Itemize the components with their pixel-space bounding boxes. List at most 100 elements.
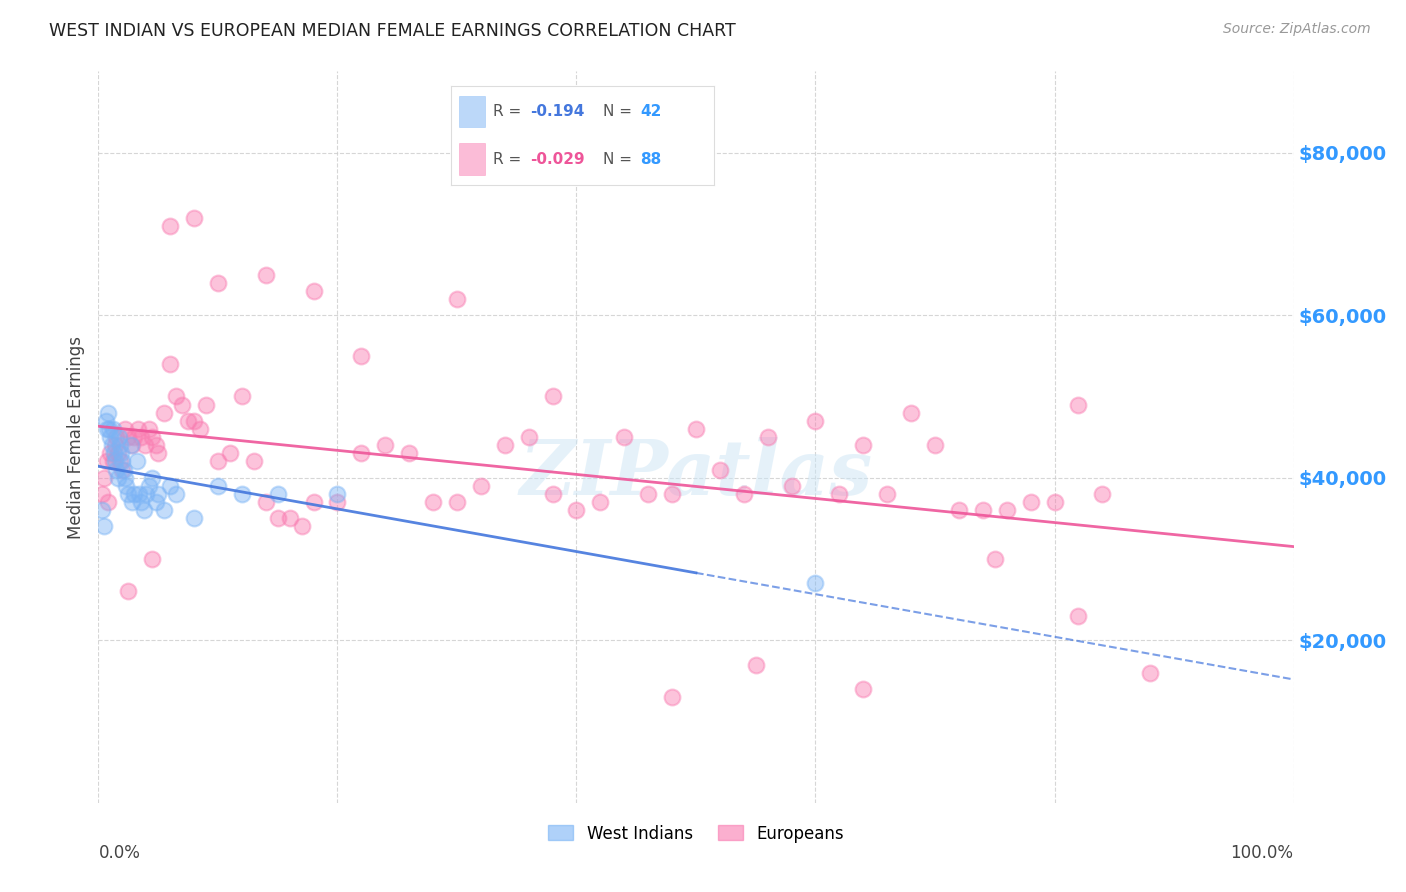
Point xyxy=(91,487,114,501)
Point xyxy=(148,487,170,501)
Text: ZIPatlas: ZIPatlas xyxy=(519,437,873,510)
Point xyxy=(267,487,290,501)
Point xyxy=(131,495,153,509)
Point xyxy=(326,487,349,501)
Point xyxy=(141,471,163,485)
Point xyxy=(172,398,194,412)
Point xyxy=(120,438,142,452)
Point xyxy=(326,495,349,509)
Point xyxy=(101,454,124,468)
Point xyxy=(188,422,211,436)
Point xyxy=(101,422,124,436)
Point xyxy=(111,462,134,476)
Point xyxy=(254,268,277,282)
Point xyxy=(117,487,139,501)
Point xyxy=(733,487,755,501)
Point xyxy=(661,487,683,501)
Point xyxy=(114,422,136,436)
Point xyxy=(804,414,827,428)
Text: Source: ZipAtlas.com: Source: ZipAtlas.com xyxy=(1223,22,1371,37)
Point xyxy=(107,430,129,444)
Point xyxy=(183,211,205,225)
Point xyxy=(900,406,922,420)
Point xyxy=(350,349,373,363)
Point xyxy=(804,576,827,591)
Point xyxy=(1067,608,1090,623)
Y-axis label: Median Female Earnings: Median Female Earnings xyxy=(66,335,84,539)
Point xyxy=(267,511,290,525)
Point xyxy=(135,487,157,501)
Point xyxy=(852,681,875,696)
Point xyxy=(107,471,129,485)
Point xyxy=(153,503,176,517)
Point xyxy=(207,276,229,290)
Point xyxy=(91,503,114,517)
Point xyxy=(96,454,118,468)
Point xyxy=(98,430,122,444)
Point xyxy=(108,438,131,452)
Point xyxy=(94,414,117,428)
Point xyxy=(134,438,156,452)
Point xyxy=(541,389,564,403)
Point xyxy=(98,422,121,436)
Point xyxy=(145,495,167,509)
Text: WEST INDIAN VS EUROPEAN MEDIAN FEMALE EARNINGS CORRELATION CHART: WEST INDIAN VS EUROPEAN MEDIAN FEMALE EA… xyxy=(49,22,735,40)
Point xyxy=(159,479,181,493)
Point xyxy=(131,430,153,444)
Text: 0.0%: 0.0% xyxy=(98,845,141,863)
Point xyxy=(207,479,229,493)
Point xyxy=(100,438,122,452)
Point xyxy=(565,503,588,517)
Point xyxy=(541,487,564,501)
Point xyxy=(291,519,314,533)
Point xyxy=(105,462,128,476)
Point xyxy=(517,430,540,444)
Point xyxy=(302,284,325,298)
Point xyxy=(207,454,229,468)
Point xyxy=(685,422,707,436)
Point xyxy=(177,414,200,428)
Point xyxy=(115,479,138,493)
Point xyxy=(661,690,683,705)
Point xyxy=(117,430,139,444)
Point xyxy=(254,495,277,509)
Point xyxy=(97,406,120,420)
Point xyxy=(1067,398,1090,412)
Point xyxy=(231,389,253,403)
Point xyxy=(104,438,127,452)
Point xyxy=(876,487,898,501)
Point xyxy=(398,446,420,460)
Point xyxy=(745,657,768,672)
Point xyxy=(984,552,1007,566)
Point xyxy=(117,584,139,599)
Point xyxy=(780,479,803,493)
Point xyxy=(159,357,181,371)
Point xyxy=(128,487,150,501)
Point xyxy=(1043,495,1066,509)
Point xyxy=(446,495,468,509)
Point xyxy=(302,495,325,509)
Point xyxy=(153,406,176,420)
Point xyxy=(124,487,146,501)
Point xyxy=(709,462,731,476)
Point xyxy=(446,292,468,306)
Point xyxy=(114,471,136,485)
Point xyxy=(138,422,160,436)
Point xyxy=(613,430,636,444)
Point xyxy=(972,503,994,517)
Point xyxy=(924,438,946,452)
Point xyxy=(103,446,125,460)
Point xyxy=(121,438,143,452)
Point xyxy=(589,495,612,509)
Point xyxy=(107,446,129,460)
Point xyxy=(219,446,242,460)
Point xyxy=(183,511,205,525)
Point xyxy=(97,495,120,509)
Point xyxy=(110,446,132,460)
Point xyxy=(159,219,181,233)
Point xyxy=(195,398,218,412)
Point xyxy=(138,479,160,493)
Point xyxy=(111,454,134,468)
Point xyxy=(145,438,167,452)
Point xyxy=(1139,665,1161,680)
